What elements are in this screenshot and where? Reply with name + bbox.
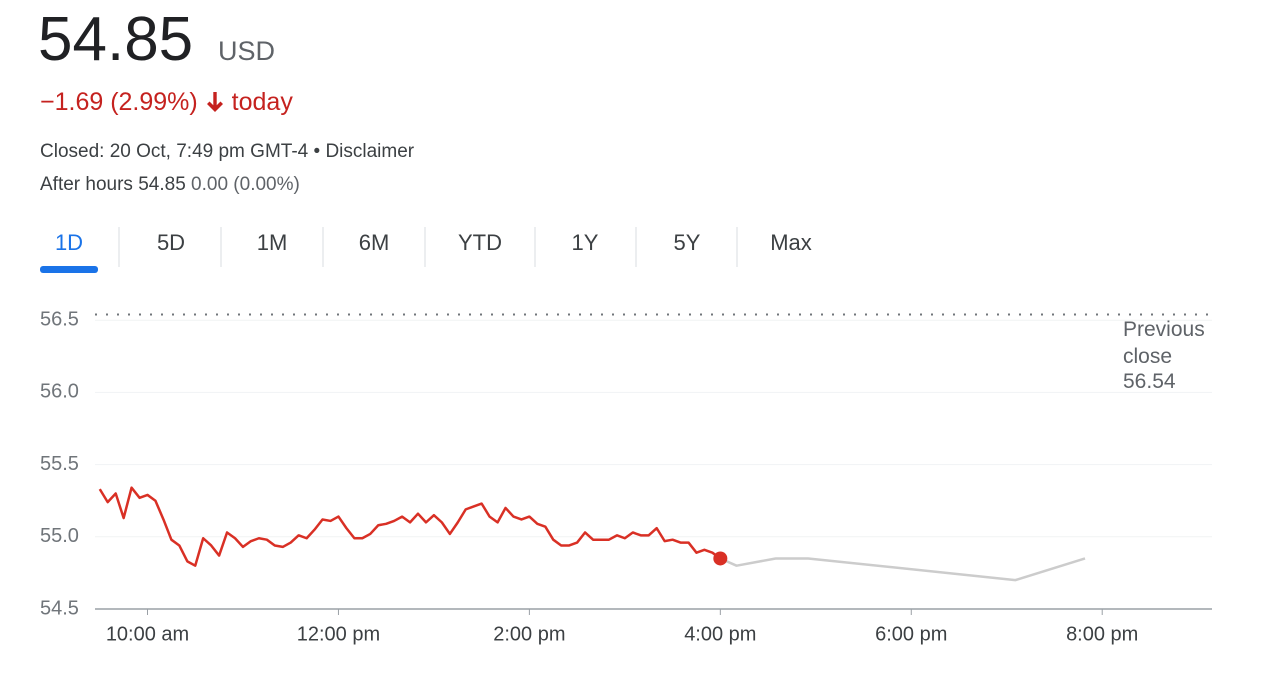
- y-tick-label: 54.5: [40, 597, 79, 619]
- after-hours-price: 54.85: [138, 174, 186, 195]
- down-arrow: [206, 92, 223, 112]
- y-tick-label: 56.0: [40, 381, 79, 403]
- status-row: Closed: 20 Oct, 7:49 pm GMT-4 • Disclaim…: [40, 141, 414, 163]
- after-hours-label: After hours: [40, 174, 133, 195]
- status: Closed: 20 Oct, 7:49 pm GMT-4: [40, 141, 309, 162]
- tab[interactable]: 6M: [358, 230, 390, 255]
- after-hours-row: After hours 54.85 0.00 (0.00%): [40, 174, 300, 196]
- tab[interactable]: Max: [770, 230, 812, 255]
- price-line: [98, 486, 722, 567]
- x-tick-label: 6:00 pm: [875, 623, 947, 645]
- x-tick-label: 8:00 pm: [1066, 623, 1138, 645]
- tab[interactable]: 1Y: [571, 230, 599, 255]
- x-tick-label: 10:00 am: [106, 623, 189, 645]
- tab[interactable]: 1D: [54, 230, 84, 255]
- previous-close-value: 56.54: [1123, 370, 1176, 393]
- price-line: [719, 557, 1086, 582]
- y-tick-label: 55.0: [40, 525, 79, 547]
- after-hours-change: 0.00 (0.00%): [191, 174, 300, 195]
- currency: USD: [218, 36, 276, 66]
- period: today: [231, 88, 293, 116]
- x-tick-label: 4:00 pm: [684, 623, 756, 645]
- separator: •: [313, 141, 321, 162]
- tab[interactable]: 5D: [156, 230, 186, 255]
- change-row: −1.69 (2.99%) today: [40, 88, 293, 117]
- tab-underline: [40, 266, 98, 273]
- x-tick-label: 2:00 pm: [493, 623, 565, 645]
- tab[interactable]: 5Y: [673, 230, 701, 255]
- y-tick-label: 55.5: [40, 453, 79, 475]
- change: −1.69 (2.99%): [40, 88, 198, 116]
- price: 54.85: [38, 5, 194, 74]
- y-tick-label: 56.5: [40, 309, 79, 331]
- previous-close-label: Previous close: [1123, 318, 1205, 368]
- last-point: [713, 551, 728, 566]
- disclaimer-link[interactable]: Disclaimer: [325, 141, 415, 162]
- tab[interactable]: 1M: [256, 230, 288, 255]
- tab[interactable]: YTD: [458, 230, 502, 255]
- x-tick-label: 12:00 pm: [297, 623, 380, 645]
